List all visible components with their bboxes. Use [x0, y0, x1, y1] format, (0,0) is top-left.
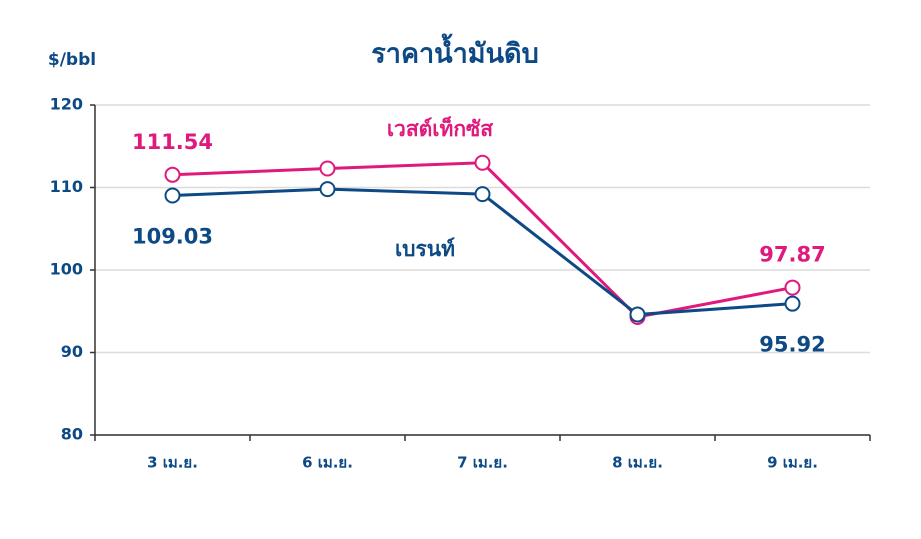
- series-line: [172, 161, 793, 319]
- x-tick-label: 8 เม.ย.: [612, 454, 663, 472]
- x-tick-label: 6 เม.ย.: [302, 454, 353, 472]
- y-tick-label: 110: [50, 177, 83, 196]
- point: [164, 166, 181, 183]
- point: [784, 279, 801, 296]
- point: [319, 160, 336, 177]
- y-tick-label: 90: [61, 342, 83, 361]
- point: [784, 295, 801, 312]
- point: [319, 181, 336, 198]
- point: [474, 154, 491, 171]
- data-label: 97.87: [759, 243, 825, 267]
- x-tick-label: 3 เม.ย.: [147, 454, 198, 472]
- point: [474, 186, 491, 203]
- series-name: เวสต์เท็กซัส: [387, 115, 493, 141]
- y-tick-label: 80: [61, 425, 83, 444]
- data-label: 111.54: [132, 130, 213, 154]
- point: [164, 187, 181, 204]
- data-label: 109.03: [132, 225, 213, 249]
- x-tick-label: 9 เม.ย.: [767, 454, 818, 472]
- series-name: เบรนท์: [395, 237, 455, 261]
- y-tick-label: 120: [50, 95, 83, 114]
- x-tick-label: 7 เม.ย.: [457, 454, 508, 472]
- chart-title: ราคาน้ำมันดิบ: [371, 33, 538, 70]
- y-axis-label: $/bbl: [48, 50, 96, 70]
- data-label: 95.92: [759, 333, 825, 357]
- series-line: [172, 187, 793, 317]
- point: [629, 306, 646, 323]
- y-tick-label: 100: [50, 260, 83, 279]
